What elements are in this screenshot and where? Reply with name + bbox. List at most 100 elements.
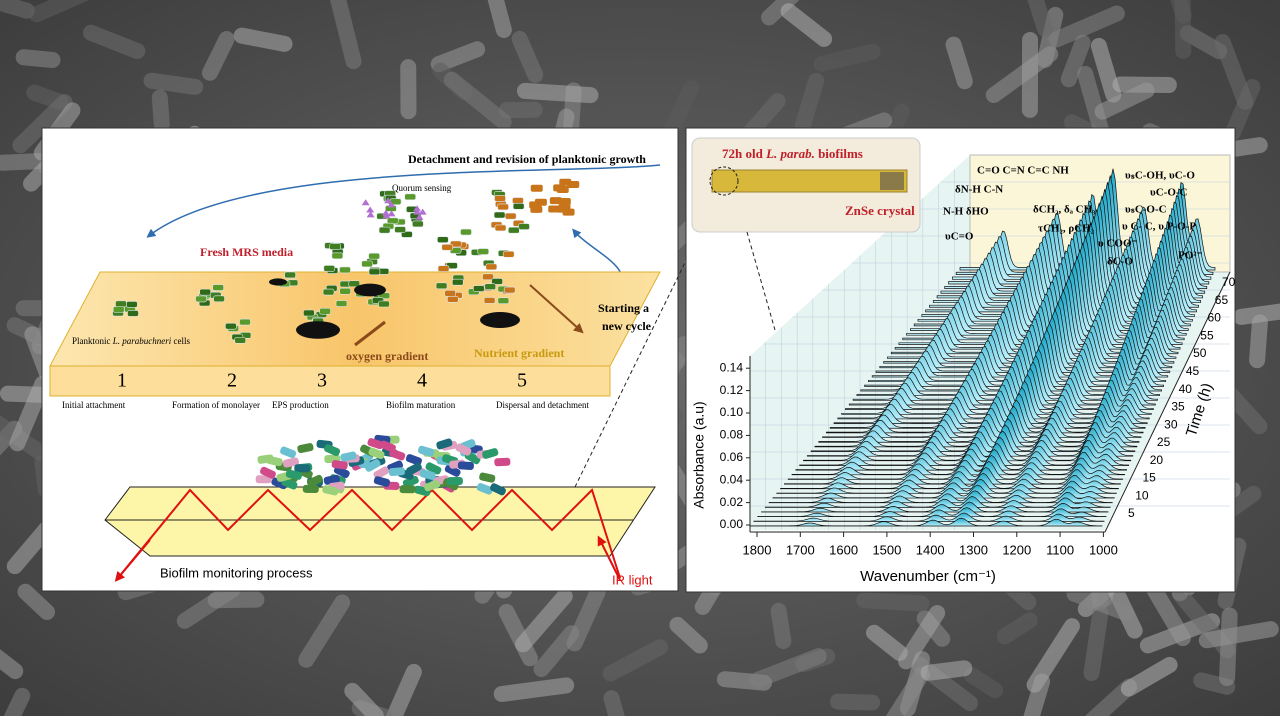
dispersed-cell <box>530 184 543 192</box>
cell <box>297 443 314 453</box>
rod <box>498 101 543 119</box>
cycle-label: Starting a <box>598 301 649 315</box>
rod <box>770 602 792 650</box>
cell <box>512 202 525 210</box>
rod <box>376 663 422 716</box>
rod <box>1232 302 1280 325</box>
inset-title: 72h old L. parab. biofilms <box>722 146 863 161</box>
x-tick-label: 1800 <box>743 542 772 557</box>
z-tick-label: 65 <box>1215 293 1229 307</box>
z-tick-label: 60 <box>1208 311 1222 325</box>
cell <box>491 278 503 285</box>
signal <box>413 205 422 212</box>
rod <box>920 660 973 681</box>
cell <box>303 309 315 317</box>
rod <box>207 591 265 609</box>
x-tick-label: 1700 <box>786 542 815 557</box>
band-label: τCH₂, ρCH₂ <box>1038 223 1095 235</box>
signal <box>384 197 393 204</box>
cell <box>323 265 336 272</box>
rod <box>945 36 973 90</box>
band-labels: C=O C=N C=C NH υₛC-OH, υC-O δN-H C-N υC-O-C… <box>943 165 1203 268</box>
rod <box>1224 78 1261 141</box>
cell <box>373 476 391 487</box>
rod <box>0 687 31 716</box>
rod <box>1214 34 1254 110</box>
rod <box>83 24 146 60</box>
signal <box>387 201 396 208</box>
ir-path <box>117 488 621 579</box>
cell <box>401 231 413 238</box>
rod <box>511 30 544 83</box>
cell <box>319 307 331 315</box>
ir-in <box>597 535 621 581</box>
nutrient-arrow <box>529 284 584 334</box>
cell <box>368 252 380 260</box>
rod <box>17 583 56 621</box>
cell <box>195 295 207 303</box>
spectra <box>749 168 1216 527</box>
rod <box>669 616 708 654</box>
cell <box>490 483 506 496</box>
z-tick-label: 70 <box>1222 275 1236 289</box>
cell <box>239 318 251 326</box>
cell <box>348 280 361 288</box>
x-tick-label: 1500 <box>872 542 901 557</box>
rod <box>602 639 668 682</box>
z-tick-label: 5 <box>1128 506 1135 520</box>
rod <box>1094 82 1155 120</box>
rod <box>484 0 512 38</box>
x-axis-label: Wavenumber (cm⁻¹) <box>860 568 996 585</box>
cell <box>483 297 496 304</box>
cell <box>127 310 139 317</box>
cell <box>473 285 485 292</box>
cell <box>449 240 462 248</box>
cell <box>255 475 272 484</box>
cell <box>339 266 351 274</box>
cell <box>447 296 459 303</box>
y-tick-label: 0.00 <box>720 517 744 531</box>
rod <box>878 666 930 716</box>
rod <box>233 27 293 52</box>
quorum-label: Quorum sensing <box>392 183 452 193</box>
oxygen-arrow <box>354 320 386 347</box>
cell <box>271 477 288 490</box>
cell <box>444 290 456 297</box>
rod <box>1143 577 1191 647</box>
rod <box>1066 585 1135 622</box>
rod <box>143 72 204 95</box>
cell <box>477 248 490 255</box>
rod <box>856 592 930 612</box>
y-tick-label: 0.08 <box>720 428 744 442</box>
rod <box>515 588 573 653</box>
signal <box>413 208 422 215</box>
x-tick-label: 1300 <box>959 542 988 557</box>
rod <box>1249 314 1268 369</box>
rod <box>1021 31 1039 118</box>
rod <box>603 690 627 716</box>
platform-front <box>49 365 611 397</box>
cell <box>476 483 493 495</box>
rod <box>1120 656 1178 697</box>
y-tick-label: 0.14 <box>720 360 744 374</box>
rod <box>151 89 170 133</box>
cell <box>331 252 344 260</box>
cell <box>126 301 138 308</box>
dispersed-cell <box>530 205 543 213</box>
rod <box>0 404 50 462</box>
rod <box>533 625 580 678</box>
stage-label: Initial attachment <box>62 400 126 410</box>
cell <box>503 286 516 294</box>
rod <box>15 49 61 68</box>
biofilm-on-crystal <box>255 434 511 497</box>
ir-label: IR light <box>612 572 653 587</box>
cell <box>405 454 422 466</box>
cell <box>340 451 357 462</box>
cell <box>368 447 385 460</box>
cell <box>234 336 247 344</box>
top-arrow-label: Detachment and revision of planktonic gr… <box>408 152 646 166</box>
rod <box>794 72 825 134</box>
eps-blob <box>354 283 386 297</box>
band-label: υC-O-C <box>1150 187 1188 199</box>
cell <box>394 226 406 233</box>
